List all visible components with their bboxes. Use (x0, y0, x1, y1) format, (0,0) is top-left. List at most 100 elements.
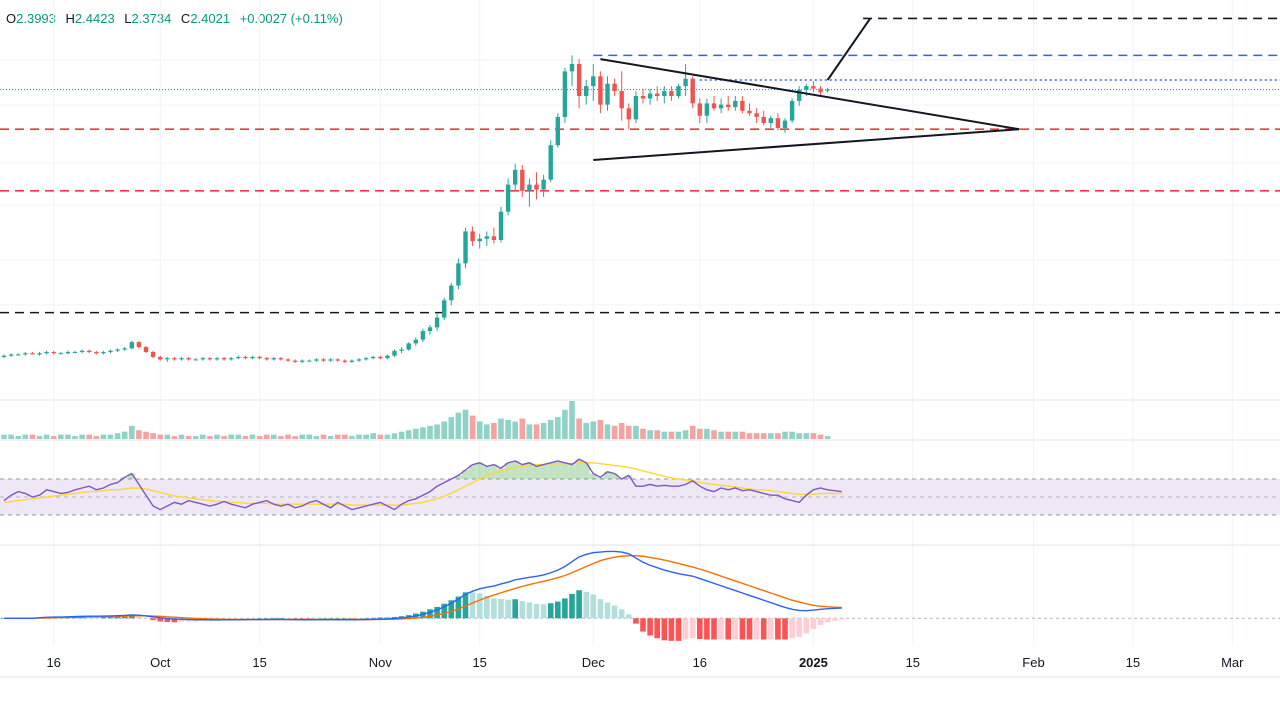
volume-bar (611, 425, 618, 439)
triangle-upper-line (600, 58, 1020, 131)
candle-body (58, 353, 63, 355)
macd-histogram-bar (235, 618, 242, 619)
macd-histogram-bar (377, 617, 384, 619)
macd-histogram-bar (448, 600, 455, 619)
macd-histogram-bar (93, 616, 100, 619)
low-value: 2.3734 (131, 11, 172, 26)
volume-bar (242, 436, 249, 439)
candle-body (662, 91, 667, 96)
volume-bar (540, 422, 547, 439)
volume-bar (697, 428, 703, 439)
volume-bar (427, 425, 433, 439)
volume-bar (143, 431, 149, 439)
volume-bar (306, 434, 313, 439)
candle-body (16, 354, 21, 356)
candle-body (335, 359, 340, 361)
macd-histogram-bar (640, 618, 646, 632)
time-axis-label: Feb (1022, 655, 1044, 670)
volume-bar (50, 436, 57, 439)
macd-signal-line (4, 554, 842, 621)
macd-histogram-bar (540, 604, 547, 619)
candle-body (733, 100, 738, 108)
macd-histogram-bar (739, 618, 746, 640)
low-label: L (124, 11, 132, 26)
candle-body (633, 96, 639, 120)
candle-body (789, 100, 795, 121)
volume-bar (278, 436, 284, 439)
candle-body (477, 238, 482, 242)
volume-bar (377, 434, 384, 439)
volume-bar (221, 436, 227, 439)
candle-body (143, 347, 149, 352)
candle-body (548, 145, 553, 180)
macd-histogram-bar (760, 618, 767, 640)
macd-histogram-bar (129, 616, 135, 619)
volume-bar (448, 417, 455, 439)
candle-body (605, 83, 610, 105)
volume-bar (498, 418, 504, 439)
macd-histogram-bar (569, 593, 575, 619)
volume-bar (455, 412, 462, 439)
macd-histogram-bar (370, 617, 376, 619)
macd-histogram-bar (278, 618, 284, 619)
candle-body (23, 353, 28, 355)
volume-bar (810, 433, 817, 439)
open-label: O (6, 11, 17, 26)
volume-bar (711, 430, 717, 439)
macd-histogram-bar (682, 618, 689, 640)
time-axis-label: 15 (1126, 655, 1140, 670)
triangle-lower-line (593, 128, 1020, 161)
macd-histogram-bar (100, 616, 107, 619)
candle-body (399, 349, 404, 351)
candle-body (271, 358, 276, 360)
volume-bar (682, 430, 689, 439)
macd-histogram-bar (491, 598, 497, 619)
change-value: +0.0027 (+0.11%) (239, 11, 343, 26)
volume-bar (484, 424, 490, 439)
candle-body (704, 103, 710, 116)
volume-bar (58, 434, 64, 439)
macd-histogram-bar (356, 618, 362, 619)
candle-body (285, 359, 291, 361)
volume-bar (384, 434, 391, 439)
candle-body (30, 353, 35, 355)
macd-histogram-bar (711, 618, 717, 640)
volume-bar (363, 434, 369, 439)
candle-body (214, 358, 220, 360)
macd-histogram-bar (342, 618, 348, 619)
candle-body (264, 358, 269, 360)
macd-histogram-bar (718, 618, 724, 640)
macd-histogram-bar (434, 606, 440, 619)
candle-body (612, 83, 617, 92)
candle-body (250, 356, 255, 359)
candle-body (51, 352, 56, 354)
volume-bar (349, 436, 355, 439)
volume-bar (434, 424, 440, 439)
volume-bar (569, 401, 575, 439)
candle-body (363, 358, 369, 360)
time-axis-label: Mar (1221, 655, 1244, 670)
macd-histogram-bar (320, 618, 327, 619)
volume-bar (22, 434, 29, 439)
volume-bar (320, 434, 327, 439)
volume-bar (547, 420, 554, 439)
volume-bar (93, 436, 100, 439)
volume-bar (626, 425, 632, 439)
volume-bar (327, 436, 334, 439)
macd-histogram-bar (604, 602, 611, 619)
volume-bar (356, 434, 362, 439)
volume-bar (150, 433, 156, 439)
close-value: 2.4021 (190, 11, 231, 26)
volume-bar (1, 434, 7, 439)
volume-bar (590, 421, 597, 439)
candle-body (683, 78, 688, 87)
candle-body (470, 231, 475, 242)
time-axis-label: 16 (46, 655, 60, 670)
volume-bar (768, 433, 774, 439)
volume-bar (285, 434, 291, 439)
candle-body (300, 360, 305, 362)
volume-bar (86, 434, 92, 439)
candle-body (79, 350, 85, 352)
volume-bar (782, 431, 788, 439)
